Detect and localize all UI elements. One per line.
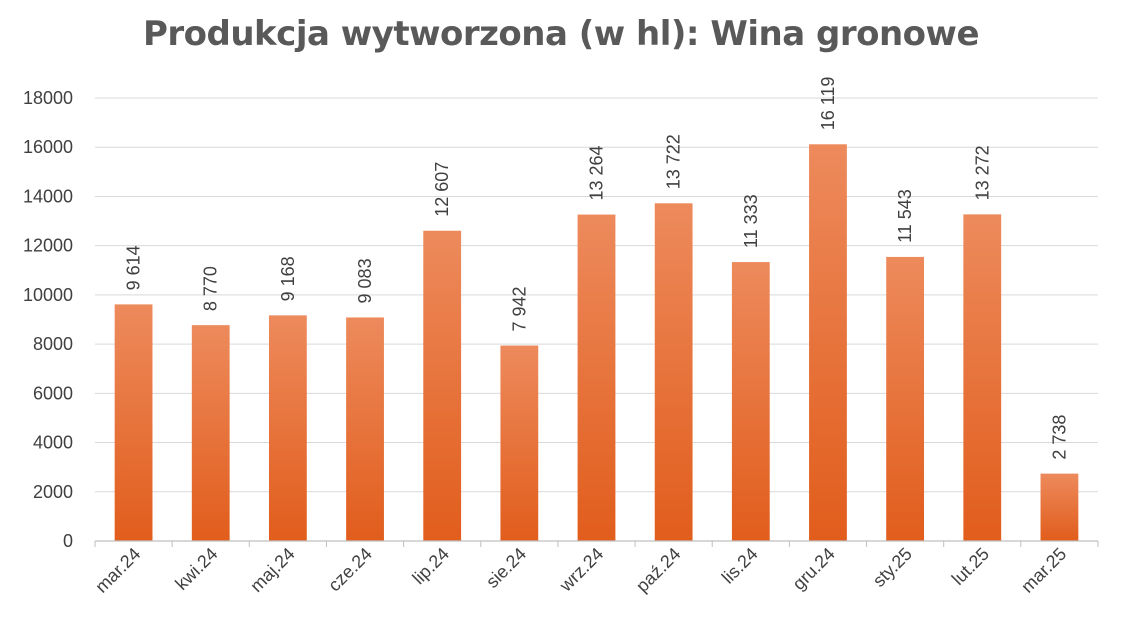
bar bbox=[1040, 473, 1079, 541]
data-label: 11 543 bbox=[895, 189, 915, 243]
bar bbox=[191, 325, 230, 541]
bar bbox=[114, 304, 153, 541]
data-label: 13 272 bbox=[972, 145, 992, 200]
data-labels: 9 614 8 770 9 168 9 083 12 607 7 942 13 264 13 … bbox=[124, 77, 1070, 460]
x-tick-label: mar.24 bbox=[91, 544, 144, 597]
bars bbox=[114, 144, 1079, 542]
y-tick-label: 14000 bbox=[23, 186, 73, 206]
bar bbox=[423, 230, 462, 541]
y-tick-label: 16000 bbox=[23, 137, 73, 157]
y-tick-label: 6000 bbox=[33, 383, 73, 403]
data-label: 13 264 bbox=[587, 145, 607, 200]
data-label: 9 168 bbox=[278, 256, 298, 301]
data-label: 9 614 bbox=[124, 245, 144, 290]
x-tick-label: gru.24 bbox=[789, 544, 839, 594]
data-label: 16 119 bbox=[818, 77, 838, 131]
data-label: 11 333 bbox=[741, 194, 761, 248]
chart-title: Produkcja wytworzona (w hl): Wina gronow… bbox=[142, 14, 980, 54]
data-label: 2 738 bbox=[1049, 415, 1069, 460]
y-tick-label: 2000 bbox=[33, 482, 73, 502]
data-label: 13 722 bbox=[664, 134, 684, 189]
bar bbox=[886, 256, 925, 541]
data-label: 7 942 bbox=[509, 286, 529, 331]
y-axis-ticks: 0 2000 4000 6000 8000 10000 12000 14000 16000 180… bbox=[23, 88, 73, 551]
bar bbox=[500, 345, 539, 541]
x-tick-label: mar.25 bbox=[1017, 544, 1070, 597]
x-tick-label: maj.24 bbox=[246, 544, 298, 596]
y-tick-label: 18000 bbox=[23, 88, 73, 108]
x-tick-label: lis.24 bbox=[718, 544, 762, 588]
data-label: 12 607 bbox=[432, 162, 452, 217]
bar bbox=[346, 317, 384, 541]
bar bbox=[809, 144, 847, 541]
bar bbox=[963, 214, 1002, 541]
x-tick-label: paź.24 bbox=[632, 544, 684, 596]
bar bbox=[654, 203, 693, 542]
bar bbox=[268, 315, 307, 541]
x-tick-label: cze.24 bbox=[324, 544, 376, 596]
y-tick-label: 8000 bbox=[33, 334, 73, 354]
x-tick-label: sie.24 bbox=[482, 544, 530, 592]
x-axis bbox=[94, 540, 1099, 547]
x-tick-label: kwi.24 bbox=[171, 544, 221, 594]
y-tick-label: 0 bbox=[63, 531, 73, 551]
y-tick-label: 4000 bbox=[33, 433, 73, 453]
data-label: 8 770 bbox=[201, 266, 221, 311]
data-label: 9 083 bbox=[355, 258, 375, 303]
y-tick-label: 12000 bbox=[23, 236, 73, 256]
x-tick-label: wrz.24 bbox=[555, 544, 607, 596]
x-tick-label: sty.25 bbox=[869, 544, 916, 591]
x-tick-label: lut.25 bbox=[948, 544, 993, 589]
x-axis-ticks: mar.24 kwi.24 maj.24 cze.24 lip.24 sie.24 wrz.… bbox=[91, 544, 1070, 597]
bar bbox=[731, 262, 770, 541]
x-tick-label: lip.24 bbox=[408, 544, 453, 589]
bar bbox=[577, 214, 616, 541]
y-tick-label: 10000 bbox=[23, 285, 73, 305]
